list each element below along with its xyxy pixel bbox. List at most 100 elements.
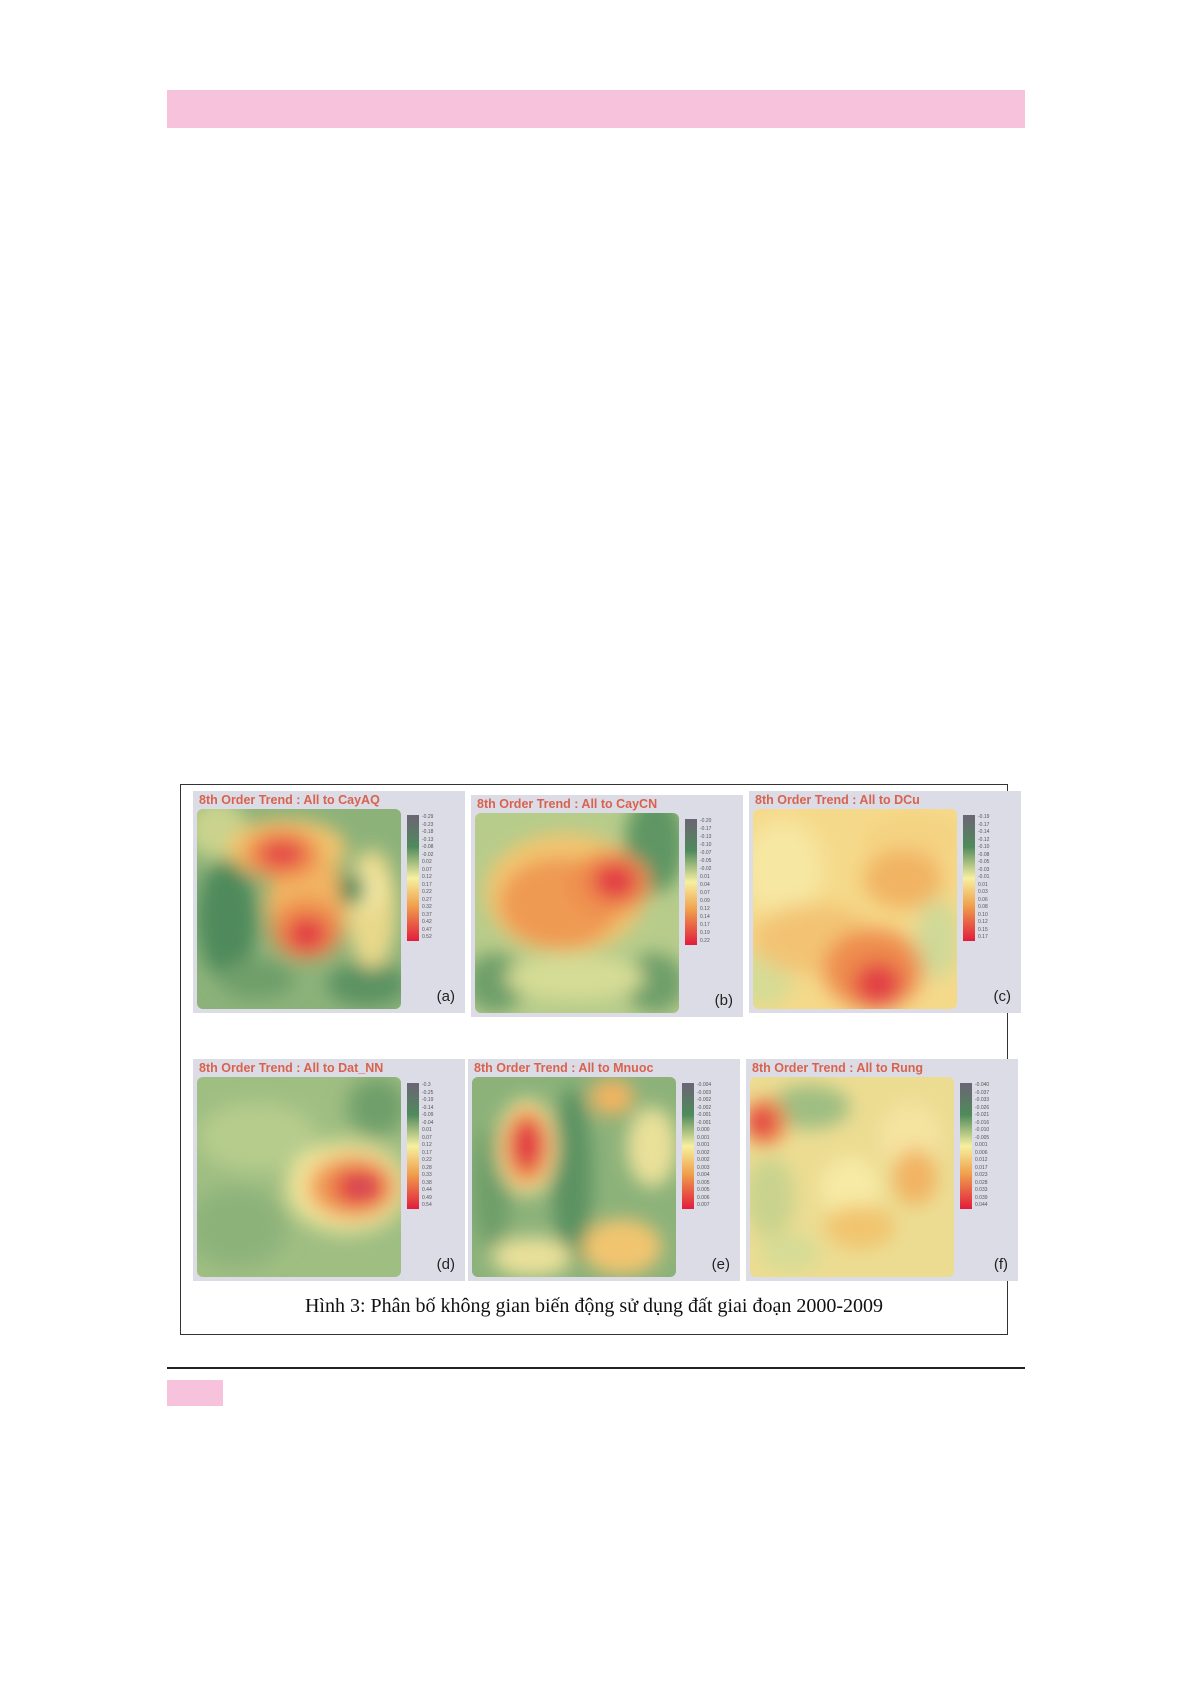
legend-tick: 0.17 [422, 1149, 432, 1156]
legend-tick: 0.01 [978, 881, 988, 888]
legend-tick: 0.07 [700, 890, 710, 896]
legend-tick: -0.021 [975, 1112, 990, 1118]
heatmap-image [197, 809, 401, 1009]
legend-tick: -0.23 [422, 821, 434, 828]
legend-tick: 0.039 [975, 1194, 988, 1201]
legend-tick: -0.13 [700, 834, 712, 840]
legend-tick: -0.08 [422, 844, 434, 850]
legend-tick: 0.44 [422, 1187, 432, 1193]
legend-tick: 0.006 [975, 1149, 988, 1156]
figure: 8th Order Trend : All to CayAQ [180, 784, 1021, 1335]
legend-tick: 0.012 [975, 1157, 988, 1163]
legend-tick: 0.07 [422, 1134, 432, 1141]
legend-tick: 0.49 [422, 1194, 432, 1201]
legend-tick: 0.12 [422, 1142, 432, 1148]
legend-tick: -0.05 [978, 859, 990, 865]
legend-tick: 0.005 [697, 1187, 710, 1193]
legend-tick: -0.010 [975, 1127, 990, 1133]
legend-tick: 0.12 [422, 874, 432, 880]
legend-tick: -0.026 [975, 1104, 990, 1111]
legend: -0.20 -0.17 -0.13 -0.10 -0.07 -0.05 -0.0… [683, 819, 733, 945]
legend-tick: 0.01 [422, 1127, 432, 1133]
legend-tick: -0.10 [978, 844, 990, 850]
legend-colorbar [685, 819, 697, 945]
legend-tick: 0.006 [697, 1194, 710, 1201]
legend-tick: 0.002 [697, 1157, 710, 1163]
legend-tick: -0.18 [422, 829, 434, 835]
legend-tick: -0.17 [978, 821, 990, 828]
legend-ticks: -0.004 -0.003 -0.002 -0.002 -0.001 -0.00… [697, 1083, 731, 1209]
legend-tick: 0.22 [700, 938, 710, 944]
heatmap-image [472, 1077, 676, 1277]
legend-tick: 0.001 [975, 1142, 988, 1148]
legend-tick: -0.001 [697, 1112, 712, 1118]
panel-letter: (c) [993, 988, 1012, 1005]
legend-colorbar [960, 1083, 972, 1209]
legend-tick: -0.04 [422, 1119, 434, 1126]
legend-tick: -0.01 [978, 874, 990, 880]
legend-tick: 0.028 [975, 1179, 988, 1186]
panel-b: 8th Order Trend : All to CayCN [471, 795, 743, 1017]
legend-tick: -0.29 [422, 814, 434, 820]
legend-tick: -0.3 [422, 1082, 431, 1088]
panel-title: 8th Order Trend : All to Mnuoc [474, 1061, 654, 1075]
panel-c: 8th Order Trend : All to DCu [749, 791, 1021, 1013]
legend-tick: 0.27 [422, 896, 432, 903]
legend-tick: -0.14 [978, 829, 990, 835]
legend-tick: 0.033 [975, 1187, 988, 1193]
legend-tick: 0.001 [697, 1134, 710, 1141]
legend-tick: 0.09 [700, 898, 710, 904]
legend-tick: 0.07 [422, 866, 432, 873]
legend-tick: 0.03 [978, 889, 988, 895]
legend-tick: -0.002 [697, 1097, 712, 1103]
figure-caption: Hình 3: Phân bố không gian biến động sử … [304, 1295, 883, 1317]
legend-tick: -0.19 [978, 814, 990, 820]
legend-tick: 0.02 [422, 859, 432, 865]
legend-tick: -0.02 [700, 866, 712, 872]
heatmap-image [475, 813, 679, 1013]
legend-tick: -0.08 [978, 851, 990, 858]
legend-tick: 0.023 [975, 1172, 988, 1178]
heatmap-image [750, 1077, 954, 1277]
legend-tick: 0.19 [700, 930, 710, 936]
legend-tick: -0.19 [422, 1097, 434, 1103]
legend: -0.19 -0.17 -0.14 -0.12 -0.10 -0.08 -0.0… [961, 815, 1011, 941]
panel-f: 8th Order Trend : All to Rung [746, 1059, 1018, 1281]
legend-ticks: -0.040 -0.037 -0.033 -0.026 -0.021 -0.01… [975, 1083, 1009, 1209]
legend-tick: 0.28 [422, 1164, 432, 1171]
legend-tick: 0.52 [422, 934, 432, 940]
panel-letter: (b) [714, 992, 733, 1009]
legend-colorbar [682, 1083, 694, 1209]
panel-title: 8th Order Trend : All to CayAQ [199, 793, 380, 807]
legend-tick: 0.017 [975, 1164, 988, 1171]
legend-tick: 0.33 [422, 1172, 432, 1178]
legend-tick: 0.001 [697, 1142, 710, 1148]
legend-tick: -0.25 [422, 1089, 434, 1096]
legend-tick: -0.13 [422, 836, 434, 843]
legend-tick: 0.22 [422, 889, 432, 895]
legend-tick: 0.002 [697, 1149, 710, 1156]
legend: -0.004 -0.003 -0.002 -0.002 -0.001 -0.00… [680, 1083, 730, 1209]
legend: -0.29 -0.23 -0.18 -0.13 -0.08 -0.02 0.02… [405, 815, 455, 941]
legend-tick: 0.22 [422, 1157, 432, 1163]
legend-tick: 0.14 [700, 914, 710, 920]
header-band [167, 90, 1025, 128]
legend-tick: 0.08 [978, 904, 988, 910]
legend-tick: 0.06 [978, 896, 988, 903]
legend-tick: -0.003 [697, 1089, 712, 1096]
legend-tick: -0.09 [422, 1112, 434, 1118]
legend-tick: 0.17 [700, 922, 710, 928]
legend-tick: -0.20 [700, 818, 712, 824]
legend-colorbar [407, 1083, 419, 1209]
legend-tick: 0.005 [697, 1179, 710, 1186]
panel-letter: (e) [711, 1256, 730, 1273]
panel-d: 8th Order Trend : All to Dat_NN [193, 1059, 465, 1281]
legend-tick: -0.12 [978, 836, 990, 843]
panel-letter: (a) [436, 988, 455, 1005]
legend-tick: 0.12 [700, 906, 710, 912]
legend-tick: -0.004 [697, 1082, 712, 1088]
legend-tick: 0.004 [697, 1172, 710, 1178]
legend-tick: -0.03 [978, 866, 990, 873]
legend-tick: 0.47 [422, 926, 432, 933]
legend-tick: -0.17 [700, 826, 712, 832]
